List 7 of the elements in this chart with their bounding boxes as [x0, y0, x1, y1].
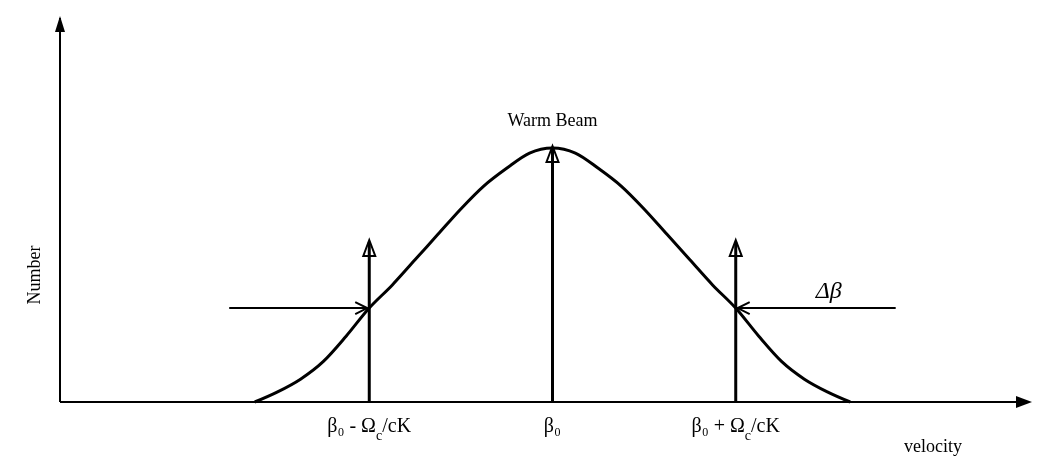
x-tick-label: β₀ + Ω$_{c}$/cK — [691, 414, 781, 443]
annotation: Δβ — [814, 277, 842, 304]
x-axis-title: velocity — [904, 436, 962, 456]
y-axis-title: Number — [24, 245, 44, 305]
x-tick-label: β₀ - Ω$_{c}$/cK — [327, 414, 412, 443]
chart-title: Warm Beam — [507, 110, 598, 130]
x-tick-label: β₀ — [543, 414, 562, 437]
